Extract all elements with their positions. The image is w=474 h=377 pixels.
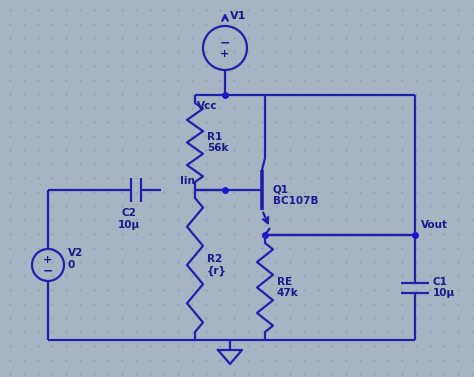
Text: R1
56k: R1 56k (207, 132, 228, 153)
Text: −: − (43, 265, 53, 277)
Text: Vout: Vout (421, 220, 448, 230)
Text: −: − (220, 37, 230, 49)
Text: +: + (220, 49, 229, 59)
Text: C2
10μ: C2 10μ (118, 208, 139, 230)
Text: V2
0: V2 0 (68, 248, 83, 270)
Text: Iin: Iin (180, 176, 195, 186)
Text: R2
{r}: R2 {r} (207, 254, 227, 276)
Text: Vcc: Vcc (197, 101, 217, 111)
Text: V1: V1 (230, 11, 246, 21)
Text: +: + (44, 255, 53, 265)
Text: C1
10μ: C1 10μ (433, 277, 455, 298)
Text: Q1
BC107B: Q1 BC107B (273, 184, 319, 206)
Text: RE
47k: RE 47k (277, 277, 299, 298)
